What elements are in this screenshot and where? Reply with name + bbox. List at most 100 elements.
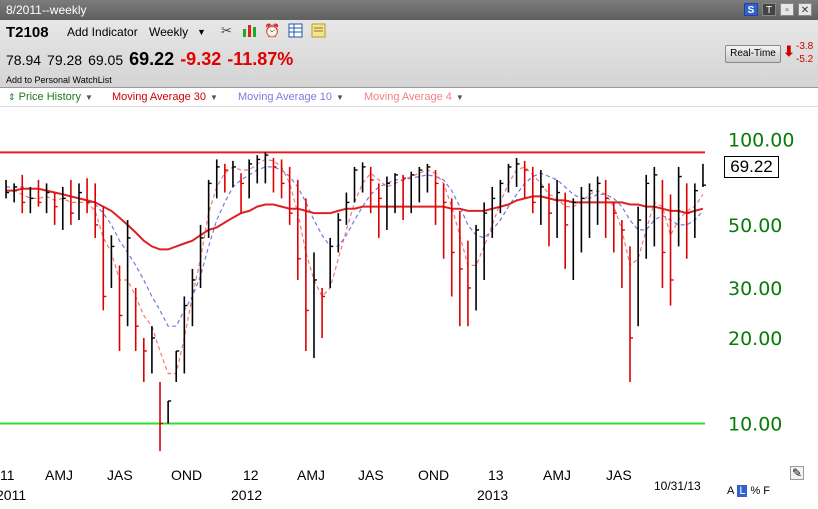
legend-price-history[interactable]: ⇕ Price History ▼ bbox=[8, 91, 93, 103]
realtime-button[interactable]: Real-Time bbox=[725, 45, 781, 63]
price-bar bbox=[402, 174, 407, 221]
price-bar bbox=[531, 166, 536, 214]
price-bar bbox=[280, 159, 285, 199]
indicator-legend: ⇕ Price History ▼ Moving Average 30 ▼ Movi… bbox=[0, 89, 818, 107]
note-icon[interactable] bbox=[310, 22, 327, 39]
scale-log-button[interactable]: L bbox=[737, 485, 748, 497]
price-bar bbox=[369, 166, 374, 214]
price-bar bbox=[159, 381, 164, 452]
high-value: 79.28 bbox=[47, 52, 83, 68]
scale-arith-button[interactable]: A bbox=[727, 485, 735, 497]
price-bar bbox=[564, 192, 569, 269]
price-bar bbox=[272, 157, 277, 193]
price-bar bbox=[604, 179, 609, 238]
price-bar bbox=[621, 220, 625, 288]
chart-style-glyph bbox=[243, 25, 256, 37]
price-bar bbox=[313, 252, 317, 359]
price-bar bbox=[29, 186, 34, 214]
last-price: 69.22 bbox=[129, 49, 175, 69]
legend-label: Price History bbox=[18, 91, 81, 103]
price-bar bbox=[467, 240, 471, 327]
price-bar bbox=[248, 159, 253, 199]
price-bar bbox=[134, 287, 139, 351]
legend-ma4[interactable]: Moving Average 4 ▼ bbox=[364, 91, 464, 103]
price-bar bbox=[580, 186, 585, 253]
x-tick-label: 11 bbox=[0, 467, 15, 483]
period-select[interactable]: Weekly bbox=[149, 25, 189, 39]
overlay-lines bbox=[0, 151, 705, 425]
chart-style-icon[interactable] bbox=[241, 22, 258, 39]
x-axis-ticks: 11 AMJ JAS OND 12 AMJ JAS OND 13 AMJ JAS 2011 2012 20… bbox=[0, 467, 632, 503]
price-bar bbox=[110, 235, 115, 288]
price-bar bbox=[378, 183, 382, 238]
price-bar bbox=[613, 202, 617, 253]
year-label: 2011 bbox=[0, 487, 26, 503]
price-bar bbox=[629, 246, 634, 382]
price-bar bbox=[459, 210, 463, 327]
chevron-down-icon[interactable]: ▼ bbox=[209, 93, 218, 102]
price-bar bbox=[45, 183, 50, 214]
window-controls: S T ▫ ✕ bbox=[744, 3, 812, 16]
x-tick-label: JAS bbox=[358, 467, 384, 483]
price-bar bbox=[418, 166, 423, 203]
close-icon[interactable]: ✕ bbox=[798, 3, 812, 16]
chevron-down-icon[interactable]: ▼ bbox=[84, 93, 93, 102]
price-bar bbox=[175, 350, 180, 382]
x-tick-label: JAS bbox=[107, 467, 133, 483]
y-tick-label: 20.00 bbox=[728, 328, 782, 350]
pencil-icon[interactable]: ✎ bbox=[790, 466, 804, 480]
price-bar bbox=[167, 400, 172, 424]
date-label: 10/31/13 bbox=[654, 479, 701, 493]
price-bar bbox=[572, 198, 577, 280]
scale-pct-button[interactable]: % bbox=[750, 485, 761, 497]
price-bar bbox=[61, 186, 66, 230]
toolbar-icons: ✂ ⏰ bbox=[218, 22, 327, 39]
price-bar bbox=[353, 166, 358, 203]
price-bar bbox=[207, 179, 212, 238]
chevron-down-icon[interactable]: ▼ bbox=[455, 93, 464, 102]
price-bar bbox=[13, 183, 18, 203]
table-icon[interactable] bbox=[287, 22, 304, 39]
moving-average-30-line bbox=[6, 187, 704, 251]
price-bar bbox=[345, 192, 350, 225]
price-bar bbox=[5, 179, 10, 199]
year-label: 2013 bbox=[477, 487, 508, 503]
price-bar bbox=[442, 183, 447, 259]
price-bar bbox=[653, 166, 658, 247]
legend-ma10[interactable]: Moving Average 10 ▼ bbox=[238, 91, 344, 103]
chevron-down-icon[interactable]: ▼ bbox=[335, 93, 344, 102]
symbol-label[interactable]: T2108 bbox=[6, 24, 49, 41]
price-bar bbox=[118, 265, 123, 351]
price-bar bbox=[694, 183, 698, 238]
add-watchlist-link[interactable]: Add to Personal WatchList bbox=[6, 75, 112, 85]
price-bar bbox=[669, 194, 674, 306]
year-label: 2012 bbox=[231, 487, 262, 503]
alarm-icon[interactable]: ⏰ bbox=[264, 23, 281, 38]
minimize-icon[interactable]: ▫ bbox=[780, 3, 794, 16]
price-bar bbox=[596, 176, 601, 225]
text-size-icon[interactable]: T bbox=[762, 3, 776, 16]
price-bar bbox=[199, 224, 204, 288]
price-bar bbox=[548, 183, 552, 247]
price-bar bbox=[321, 287, 326, 338]
price-chart[interactable]: 100.00 50.00 30.00 20.00 10.00 11 AMJ JAS OND 12… bbox=[0, 107, 818, 509]
price-bar bbox=[264, 152, 269, 184]
price-bar bbox=[523, 160, 528, 199]
price-bar bbox=[540, 170, 544, 225]
window-title: 8/2011--weekly bbox=[6, 3, 87, 17]
chevron-down-icon[interactable]: ▼ bbox=[197, 27, 206, 37]
scale-fit-button[interactable]: F bbox=[763, 485, 770, 497]
tools-icon[interactable]: ✂ bbox=[221, 23, 232, 38]
legend-ma30[interactable]: Moving Average 30 ▼ bbox=[112, 91, 218, 103]
y-tick-label: 30.00 bbox=[728, 278, 782, 300]
x-tick-label: 12 bbox=[243, 467, 259, 483]
price-bar bbox=[183, 296, 188, 374]
add-indicator-button[interactable]: Add Indicator bbox=[67, 25, 138, 39]
share-icon[interactable]: S bbox=[744, 3, 758, 16]
price-bar bbox=[21, 174, 26, 214]
price-bar bbox=[483, 202, 488, 280]
price-bar bbox=[499, 179, 504, 214]
price-bar bbox=[637, 206, 642, 327]
last-value-label: 69.22 bbox=[724, 156, 779, 178]
note-glyph bbox=[311, 23, 326, 38]
